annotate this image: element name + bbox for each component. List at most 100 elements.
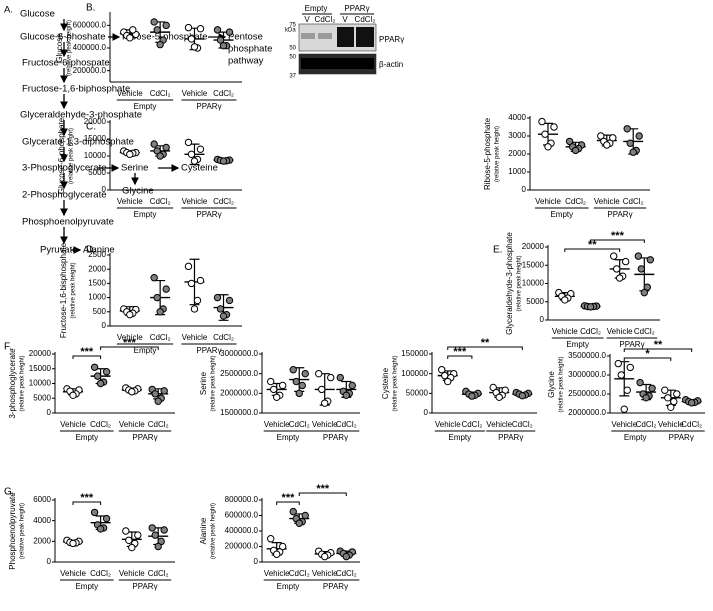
blot-band (301, 33, 315, 39)
lane-label: V (342, 15, 348, 24)
significance-label: ** (588, 239, 597, 251)
data-point (561, 296, 569, 304)
data-point (184, 138, 193, 147)
y-axis-unit: (relative peak height) (393, 355, 399, 411)
x-tick-label: CdCl₂ (461, 420, 482, 429)
data-point (614, 359, 622, 368)
data-point (90, 508, 99, 517)
x-tick-label: Vehicle (552, 327, 578, 336)
y-tick-label: 0 (102, 321, 107, 330)
x-tick-label: Vehicle (264, 569, 290, 578)
y-axis-unit: (relative peak height) (495, 126, 501, 182)
data-point (150, 140, 158, 148)
group-label: Empty (624, 433, 647, 442)
x-tick-label: CdCl₂ (90, 569, 111, 578)
x-tick-label: Vehicle (60, 420, 86, 429)
data-point (342, 552, 350, 561)
data-point (196, 276, 205, 285)
data-point (643, 283, 652, 291)
y-tick-label: 0 (540, 315, 545, 324)
data-point (636, 378, 644, 387)
data-point (187, 279, 196, 288)
significance-bracket (72, 501, 102, 505)
data-point (128, 543, 136, 552)
data-point (444, 377, 452, 386)
data-point (289, 507, 297, 516)
band-label: PPARγ (379, 35, 404, 44)
y-tick-label: 50000 (406, 388, 429, 397)
data-point (292, 377, 300, 386)
x-tick-label: Vehicle (435, 420, 461, 429)
data-point (586, 303, 595, 311)
significance-bracket (623, 357, 672, 361)
blot-band (301, 58, 374, 69)
data-point (544, 143, 552, 151)
y-tick-label: 2000000.0 (220, 388, 258, 397)
data-point (620, 405, 628, 413)
y-tick-label: 20000 (522, 242, 545, 251)
kda-marker: 50 (289, 46, 296, 52)
x-tick-label: CdCl₂ (213, 333, 234, 342)
x-tick-label: Vehicle (119, 420, 145, 429)
group-label: PPARγ (323, 433, 348, 442)
group-label: PPARγ (132, 582, 157, 591)
significance-bracket (276, 501, 300, 505)
data-point (629, 148, 637, 156)
y-tick-label: 200000.0 (73, 66, 107, 75)
group-label: PPARγ (498, 433, 523, 442)
x-tick-label: CdCl₂ (148, 569, 169, 578)
y-tick-label: 200000.0 (225, 542, 259, 551)
data-point (301, 511, 309, 520)
x-tick-label: CdCl₂ (512, 420, 533, 429)
data-point (327, 373, 335, 382)
data-point (571, 146, 580, 155)
band-label: β-actin (379, 60, 403, 69)
data-point (213, 26, 222, 34)
pathway-node: Alanine (83, 245, 115, 256)
blot-band (318, 33, 332, 39)
kda-marker: 50 (289, 55, 296, 61)
data-point (225, 28, 234, 36)
panel-label: B. (86, 3, 95, 14)
y-tick-label: 1000 (88, 293, 106, 302)
y-tick-label: 2500000.0 (220, 369, 258, 378)
data-point (626, 139, 634, 147)
significance-bracket (590, 239, 645, 243)
data-point (635, 132, 643, 140)
data-point (216, 36, 225, 44)
x-tick-label: CdCl₂ (681, 420, 702, 429)
data-point (688, 399, 696, 407)
x-tick-label: Vehicle (117, 333, 143, 342)
pathway-node: pathway (228, 56, 264, 67)
y-tick-label: 15000 (29, 364, 52, 373)
y-tick-label: 2000 (508, 149, 526, 158)
data-point (336, 373, 344, 382)
data-point (219, 312, 228, 320)
data-point (279, 381, 287, 390)
data-point (196, 145, 205, 153)
y-tick-label: 3500000.0 (568, 351, 606, 360)
y-tick-label: 0 (254, 557, 259, 566)
x-tick-label: CdCl₂ (150, 197, 171, 206)
x-tick-label: CdCl₂ (336, 569, 357, 578)
y-axis-label: Ribose-5-phosphate (483, 117, 492, 190)
group-label: PPARγ (669, 433, 694, 442)
significance-label: *** (453, 346, 467, 358)
data-point (441, 371, 449, 380)
kda-marker: 75 (289, 23, 296, 29)
data-point (102, 514, 111, 523)
significance-bracket (298, 492, 347, 496)
data-point (538, 117, 546, 126)
data-point (289, 366, 297, 374)
y-tick-label: 15000 (84, 134, 107, 143)
data-point (438, 366, 446, 374)
x-tick-label: CdCl₂ (90, 420, 111, 429)
x-tick-label: CdCl₂ (636, 420, 657, 429)
x-tick-label: CdCl₂ (289, 569, 310, 578)
y-axis-unit: (relative peak height) (69, 128, 75, 184)
data-point (90, 363, 99, 371)
x-tick-label: Vehicle (594, 197, 620, 206)
data-point (670, 397, 678, 406)
data-point (541, 130, 549, 138)
pathway-node: Fructose-1,6-biphosphate (22, 84, 130, 95)
